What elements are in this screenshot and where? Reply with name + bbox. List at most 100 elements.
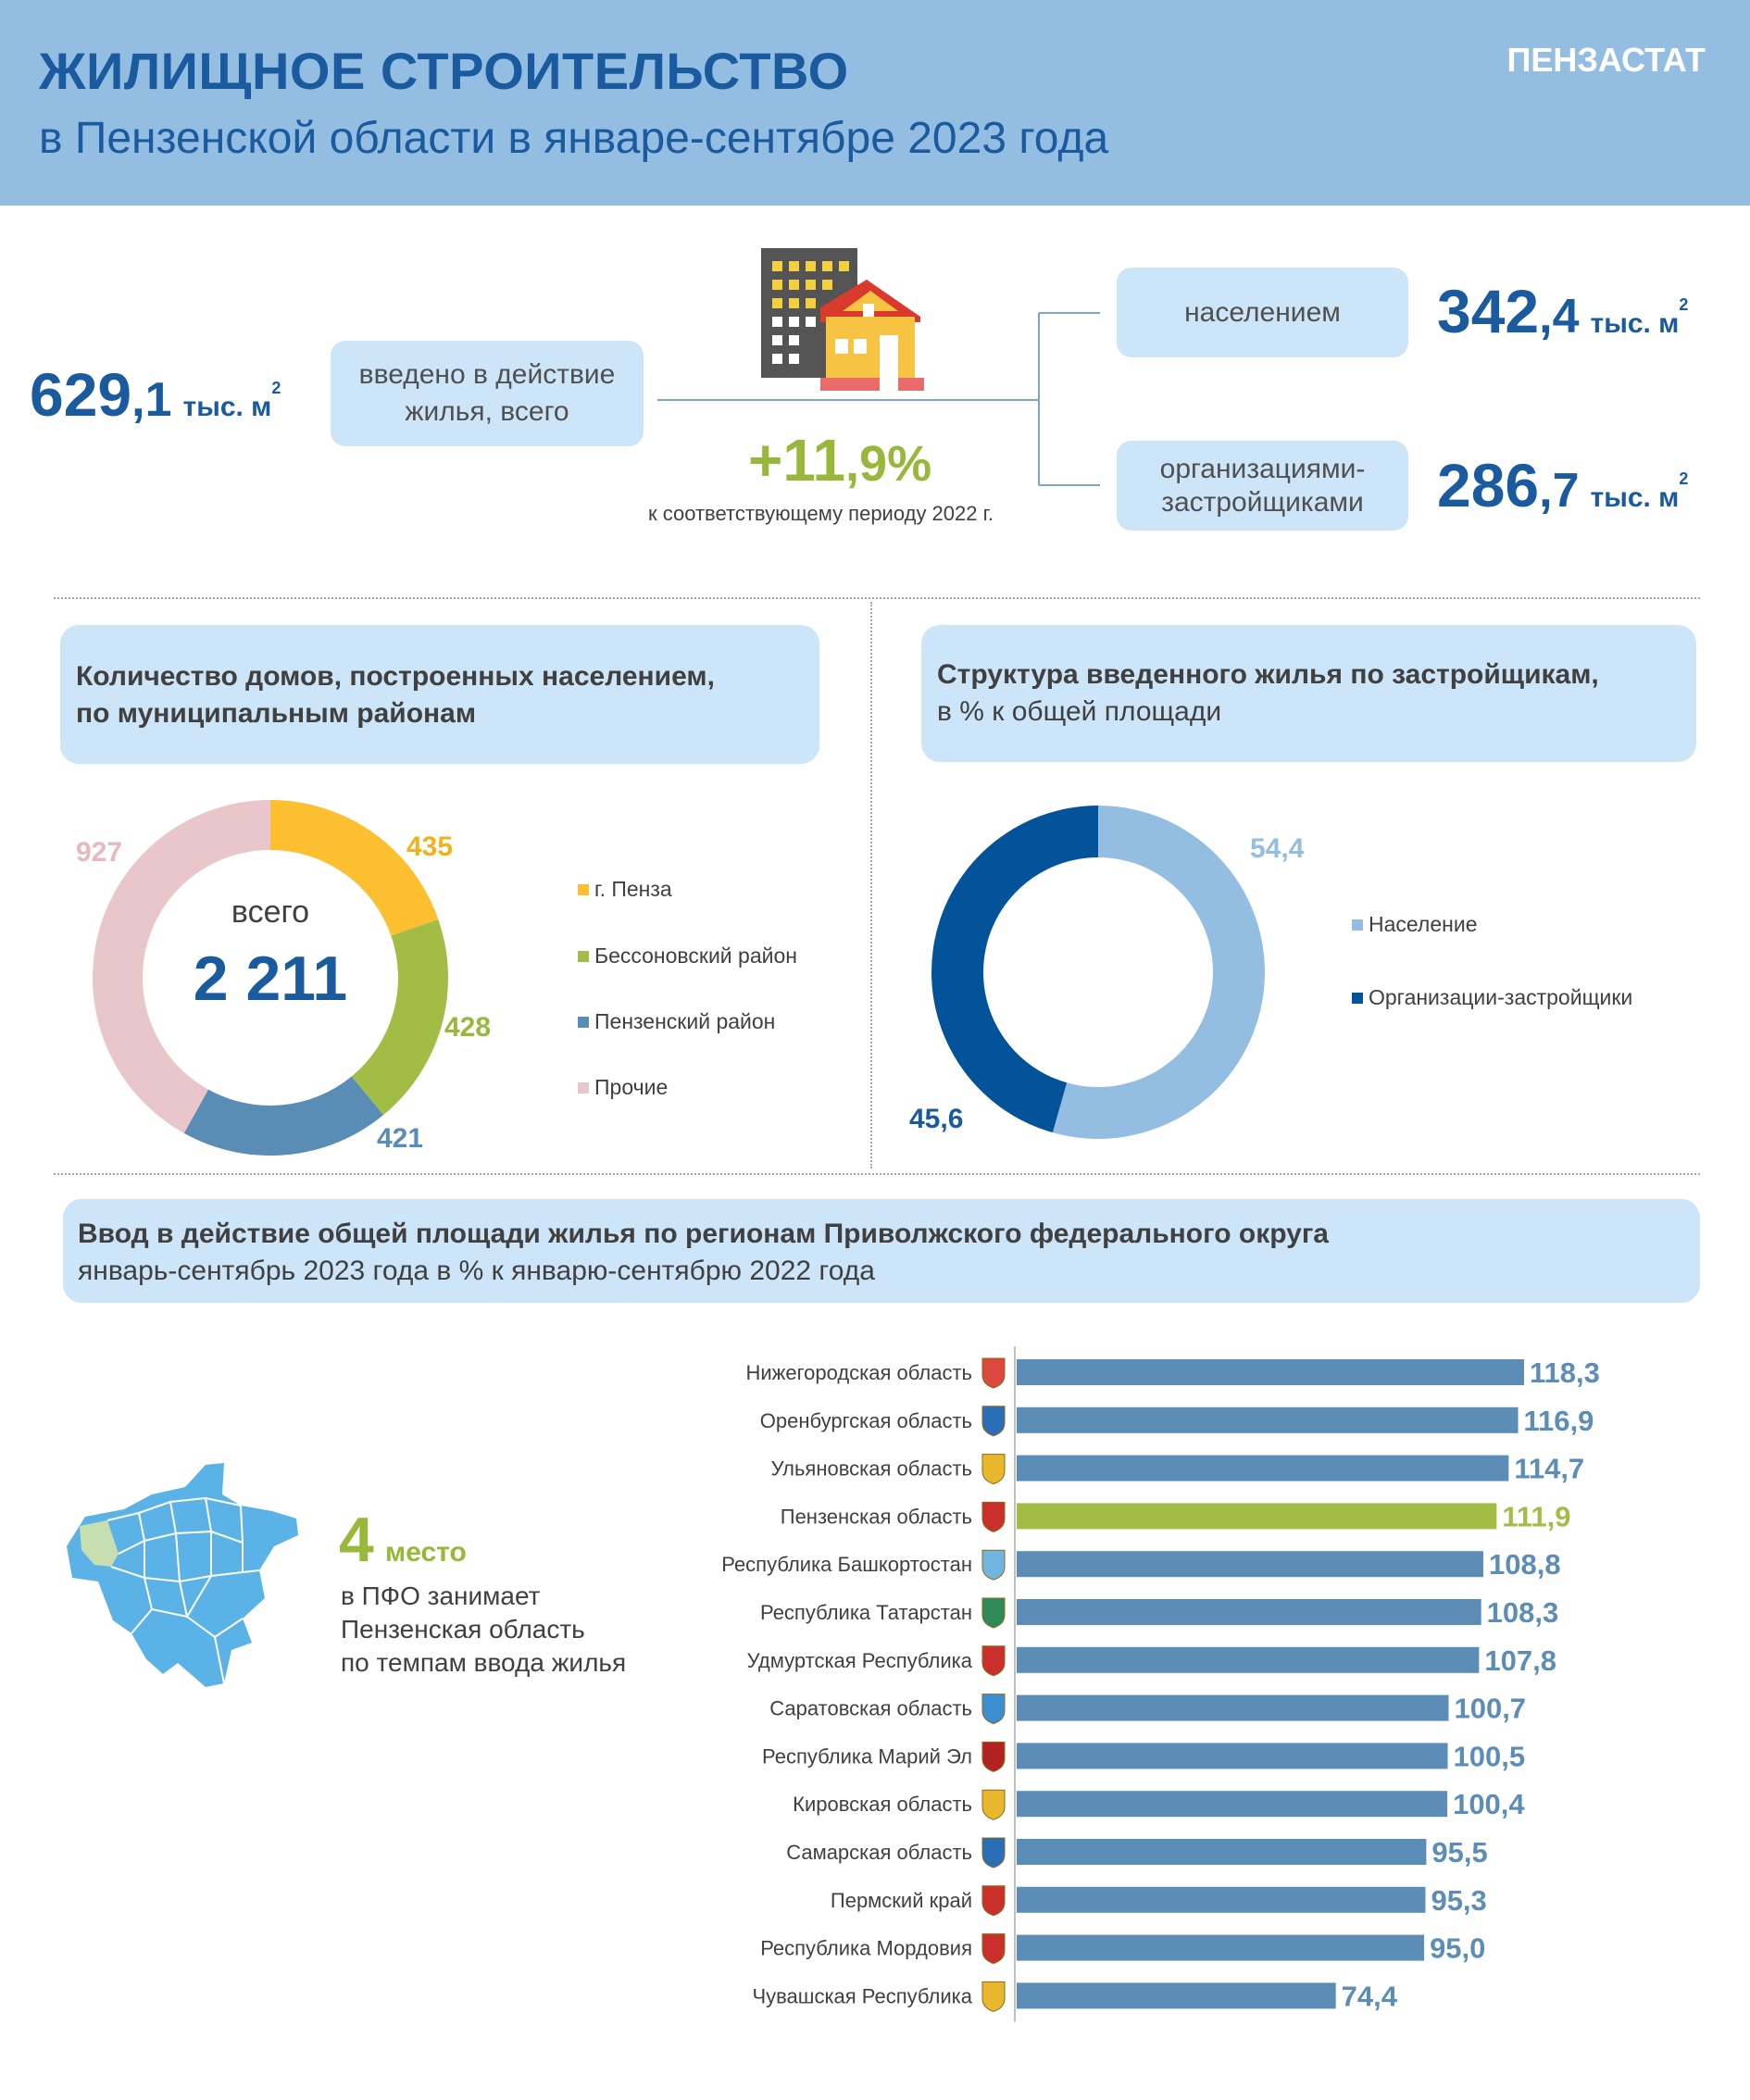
region-coat-of-arms-icon	[981, 1789, 1006, 1820]
legend-item-population: Население	[1352, 912, 1477, 937]
structure-chart-subtitle: в % к общей площади	[937, 696, 1222, 727]
bar-category-label: Самарская область	[786, 1841, 972, 1864]
header-banner: ЖИЛИЩНОЕ СТРОИТЕЛЬСТВО в Пензенской обла…	[0, 0, 1750, 206]
bar-category-label: Пензенская область	[781, 1505, 972, 1528]
developers-value: 286,7 тыс. м2	[1437, 451, 1689, 519]
legend-item-developers: Организации-застройщики	[1352, 985, 1632, 1010]
bar-value-label: 108,8	[1489, 1548, 1561, 1581]
donut-center-label: всего	[231, 894, 310, 930]
bar-0	[1017, 1359, 1524, 1385]
data-label-penzensky: 421	[377, 1123, 424, 1154]
bar-11	[1017, 1886, 1426, 1913]
region-coat-of-arms-icon	[981, 1981, 1006, 2012]
regions-chart-subtitle: январь-сентябрь 2023 года в % к январю-с…	[78, 1256, 875, 1286]
region-coat-of-arms-icon	[981, 1357, 1006, 1389]
bar-value-label: 95,3	[1431, 1884, 1486, 1917]
houses-chart-title-2: по муниципальным районам	[76, 698, 477, 729]
structure-chart-title: Структура введенного жилья по застройщик…	[937, 659, 1599, 690]
data-label-population: 54,4	[1250, 833, 1305, 864]
legend-swatch	[1352, 992, 1363, 1004]
legend-swatch	[1352, 919, 1363, 931]
divider	[870, 602, 872, 1169]
bar-value-label: 111,9	[1502, 1500, 1570, 1532]
structure-donut-slice-0	[1052, 806, 1265, 1139]
brand-label: ПЕНЗАСТАТ	[1506, 41, 1706, 79]
bar-value-label: 108,3	[1487, 1596, 1559, 1629]
bar-value-label: 74,4	[1342, 1980, 1398, 2012]
bar-category-label: Чувашская Республика	[752, 1984, 972, 2007]
developers-label: организациями- застройщиками	[1117, 441, 1408, 531]
population-label: населением	[1117, 268, 1408, 357]
growth-value: +11,9%	[748, 427, 932, 494]
bar-category-label: Республика Башкортостан	[721, 1553, 972, 1576]
structure-chart-header	[921, 625, 1696, 762]
bar-category-label: Кировская область	[793, 1793, 972, 1816]
population-value: 342,4 тыс. м2	[1437, 277, 1689, 345]
houses-donut-slice-0	[270, 800, 439, 936]
growth-note: к соответствующему периоду 2022 г.	[648, 502, 994, 525]
bar-category-label: Республика Марий Эл	[762, 1744, 972, 1768]
ranking-text: в ПФО занимает Пензенская область по тем…	[341, 1580, 626, 1680]
bar-category-label: Саратовская область	[769, 1697, 972, 1720]
volga-district-map	[67, 1463, 298, 1687]
bar-2	[1017, 1455, 1509, 1481]
bar-value-label: 116,9	[1524, 1405, 1594, 1437]
region-coat-of-arms-icon	[981, 1501, 1006, 1532]
legend-item-penza: г. Пенза	[578, 877, 672, 902]
page-subtitle: в Пензенской области в январе-сентябре 2…	[39, 114, 1109, 163]
data-label-developers: 45,6	[909, 1104, 964, 1134]
houses-donut-slice-2	[183, 1076, 384, 1156]
bar-value-label: 114,7	[1514, 1453, 1584, 1485]
bar-3	[1017, 1503, 1497, 1530]
bar-category-label: Ульяновская область	[771, 1457, 972, 1481]
bar-13	[1017, 1982, 1336, 2009]
structure-donut-chart	[931, 806, 1265, 1139]
ranking-line: по темпам ввода жилья	[341, 1648, 627, 1677]
region-coat-of-arms-icon	[981, 1933, 1006, 1965]
region-coat-of-arms-icon	[981, 1597, 1006, 1629]
bar-9	[1017, 1791, 1448, 1818]
legend-swatch	[578, 883, 589, 895]
page-title: ЖИЛИЩНОЕ СТРОИТЕЛЬСТВО	[39, 42, 849, 100]
region-coat-of-arms-icon	[981, 1885, 1006, 1917]
bar-category-label: Республика Татарстан	[760, 1601, 972, 1624]
houses-donut-slice-3	[92, 800, 270, 1133]
ranking-line: Пензенская область	[341, 1615, 585, 1644]
ranking-place-word: место	[385, 1537, 467, 1568]
bar-value-label: 100,5	[1454, 1740, 1526, 1772]
bar-value-label: 107,8	[1484, 1644, 1556, 1677]
legend-item-other: Прочие	[578, 1075, 668, 1100]
houses-chart-header	[60, 625, 819, 764]
bar-12	[1017, 1934, 1425, 1961]
region-coat-of-arms-icon	[981, 1406, 1006, 1437]
region-coat-of-arms-icon	[981, 1837, 1006, 1869]
bar-5	[1017, 1599, 1481, 1625]
data-label-penza: 435	[406, 831, 454, 862]
region-coat-of-arms-icon	[981, 1645, 1006, 1677]
divider	[54, 597, 1700, 599]
structure-donut-slice-1	[931, 806, 1098, 1133]
divider	[54, 1173, 1700, 1175]
donut-center-value: 2 211	[193, 944, 348, 1014]
bar-4	[1017, 1551, 1483, 1578]
bar-category-label: Оренбургская область	[760, 1409, 972, 1432]
bar-category-label: Республика Мордовия	[760, 1937, 972, 1960]
legend-item-bessonovsky: Бессоновский район	[578, 944, 797, 969]
bar-category-label: Пермский край	[831, 1889, 972, 1912]
region-coat-of-arms-icon	[981, 1454, 1006, 1485]
houses-donut-chart	[92, 800, 449, 1156]
ranking-line: в ПФО занимает	[341, 1581, 541, 1610]
bar-category-label: Нижегородская область	[745, 1361, 972, 1384]
bar-1	[1017, 1406, 1519, 1433]
region-coat-of-arms-icon	[981, 1694, 1006, 1725]
total-housing-label: введено в действие жилья, всего	[331, 341, 644, 446]
total-housing-value: 629,1 тыс. м2	[30, 360, 281, 429]
regions-chart-title: Ввод в действие общей площади жилья по р…	[78, 1219, 1329, 1249]
region-coat-of-arms-icon	[981, 1549, 1006, 1581]
legend-item-penzensky: Пензенский район	[578, 1009, 775, 1034]
bar-value-label: 118,3	[1530, 1356, 1600, 1389]
bar-value-label: 95,0	[1430, 1932, 1485, 1965]
bar-value-label: 100,4	[1453, 1788, 1525, 1820]
